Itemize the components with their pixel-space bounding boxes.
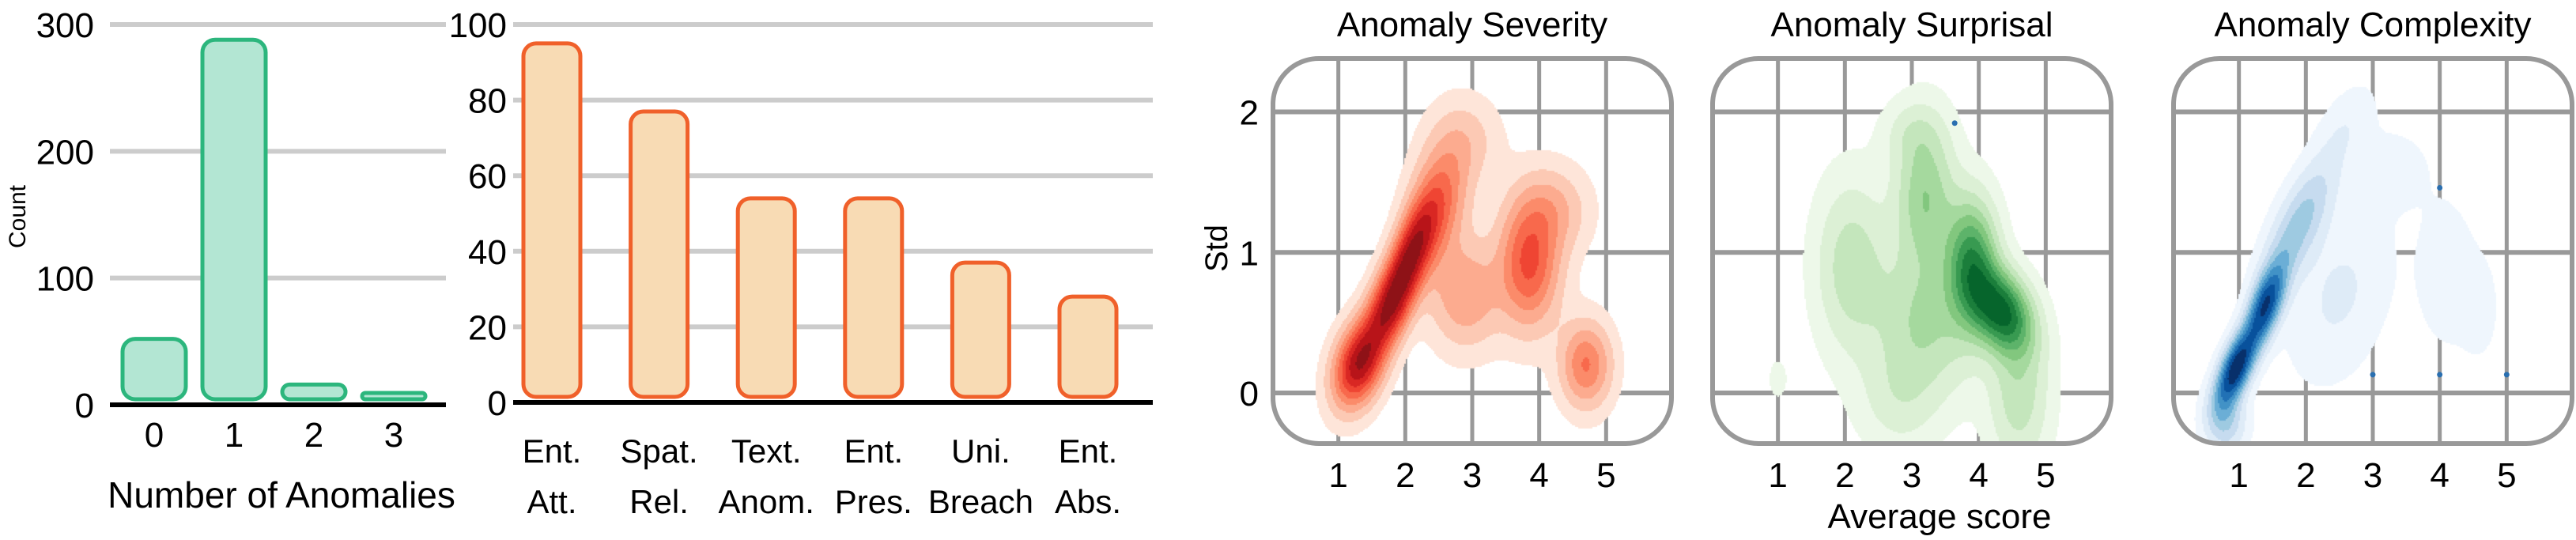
x-tick-label: 4 — [1969, 456, 1988, 495]
x-tick-label: 1 — [2229, 456, 2248, 495]
x-tick-label-line2: Breach — [928, 483, 1033, 520]
x-tick-label: 3 — [1463, 456, 1482, 495]
x-tick-label: 0 — [145, 416, 164, 455]
x-tick-label: 4 — [1529, 456, 1548, 495]
x-tick-label-line1: Spat. — [621, 432, 698, 470]
bar-3 — [360, 391, 428, 402]
panel-title: Anomaly Severity — [1337, 6, 1607, 44]
y-tick-label: 300 — [36, 6, 94, 45]
panel-frame — [2171, 56, 2574, 446]
y-tick-label: 80 — [468, 82, 507, 121]
x-tick-label-line2: Att. — [527, 483, 576, 520]
x-tick-label-line2: Abs. — [1055, 483, 1121, 520]
complexity-density-canvas — [2172, 59, 2574, 444]
bar-0 — [120, 337, 188, 402]
y-tick-label: 0 — [1240, 375, 1259, 413]
surprisal-density-canvas — [1711, 59, 2113, 444]
x-tick-label-line2: Pres. — [835, 483, 912, 520]
y-tick-label: 2 — [1240, 94, 1259, 133]
std-axis-label: Std — [1199, 225, 1234, 272]
x-tick-label: 1 — [225, 416, 244, 455]
bar-ent-att- — [521, 41, 583, 399]
y-tick-label: 40 — [468, 233, 507, 272]
panel-frame — [1710, 56, 2113, 446]
x-tick-label: 3 — [1902, 456, 1921, 495]
x-tick-label: 2 — [2296, 456, 2315, 495]
x-tick-label: 3 — [384, 416, 403, 455]
x-tick-label-line1: Text. — [731, 432, 802, 470]
x-tick-label: 1 — [1328, 456, 1347, 495]
outlier-point — [2437, 185, 2443, 191]
bar-2 — [280, 382, 348, 402]
outlier-point — [2437, 372, 2443, 378]
average-score-axis-label: Average score — [1828, 497, 2052, 536]
y-tick-label: 1 — [1240, 234, 1259, 273]
x-tick-label-line1: Ent. — [844, 432, 903, 470]
x-tick-label-line1: Uni. — [951, 432, 1010, 470]
y-tick-label: 20 — [468, 308, 507, 347]
bar-uni-breach — [950, 260, 1011, 399]
bar-text-anom- — [735, 196, 797, 399]
severity-density-canvas — [1271, 59, 1673, 444]
x-tick-label: 2 — [1835, 456, 1854, 495]
anomalies-axis-label: Number of Anomalies — [108, 474, 455, 515]
x-tick-label: 5 — [1596, 456, 1615, 495]
x-tick-label: 5 — [2036, 456, 2055, 495]
y-tick-label: 100 — [36, 260, 94, 299]
bar-spat-rel- — [629, 109, 690, 399]
x-tick-label-line2: Rel. — [629, 483, 689, 520]
y-tick-label: 100 — [449, 6, 507, 45]
bar-ent-pres- — [843, 196, 905, 399]
outlier-point — [2503, 372, 2510, 378]
panel-title: Anomaly Complexity — [2214, 6, 2531, 44]
y-tick-label: 60 — [468, 157, 507, 196]
y-tick-label: 200 — [36, 133, 94, 172]
x-tick-label: 3 — [2363, 456, 2382, 495]
x-tick-label: 4 — [2430, 456, 2449, 495]
x-tick-label: 2 — [1396, 456, 1415, 495]
outlier-point — [2370, 372, 2376, 378]
count-axis-label: Count — [5, 184, 31, 248]
y-tick-label: 0 — [488, 384, 507, 423]
panel-frame — [1271, 56, 1674, 446]
x-tick-label-line1: Ent. — [523, 432, 582, 470]
bar-ent-abs- — [1057, 294, 1119, 399]
outlier-point — [1951, 120, 1958, 127]
x-tick-label-line2: Anom. — [719, 483, 814, 520]
x-tick-label-line1: Ent. — [1059, 432, 1118, 470]
y-tick-label: 0 — [75, 387, 94, 425]
panel-title: Anomaly Surprisal — [1770, 6, 2053, 44]
x-tick-label: 1 — [1768, 456, 1787, 495]
x-tick-label: 2 — [304, 416, 323, 455]
x-tick-label: 5 — [2497, 456, 2516, 495]
bar-1 — [200, 37, 268, 402]
